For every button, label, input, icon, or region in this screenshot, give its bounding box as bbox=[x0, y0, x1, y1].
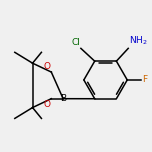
Text: O: O bbox=[43, 100, 50, 109]
Text: NH$_2$: NH$_2$ bbox=[129, 35, 148, 47]
Text: B: B bbox=[60, 94, 66, 103]
Text: F: F bbox=[142, 75, 147, 85]
Text: Cl: Cl bbox=[71, 38, 80, 47]
Text: O: O bbox=[43, 62, 50, 71]
